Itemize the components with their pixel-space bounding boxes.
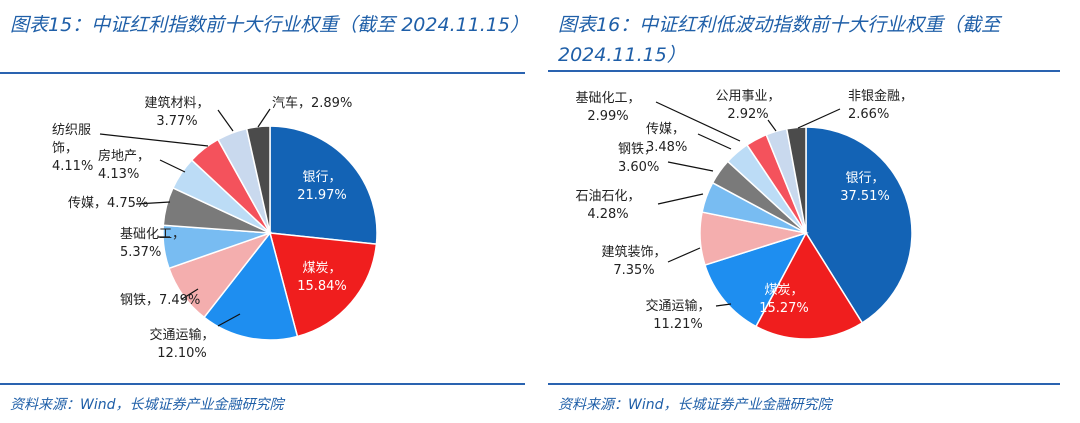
slice-label: 21.97% bbox=[297, 188, 347, 203]
slice-label: 饰， bbox=[52, 141, 78, 156]
slice-label: 4.13% bbox=[98, 167, 139, 182]
pie-slice bbox=[269, 125, 378, 245]
leader-line bbox=[667, 247, 701, 263]
slice-label: 煤炭， bbox=[302, 261, 341, 276]
source-divider bbox=[548, 383, 1060, 385]
slice-label: 建筑材料， bbox=[144, 95, 209, 111]
slice-label: 交通运输， bbox=[149, 327, 214, 343]
chart-title: 图表16：中证红利低波动指数前十大行业权重（截至 2024.11.15） bbox=[558, 14, 1001, 66]
chart-panel-left: 图表15：中证红利指数前十大行业权重（截至 2024.11.15） 银行， 21.… bbox=[0, 0, 530, 423]
leader-line bbox=[217, 109, 234, 132]
leader-line bbox=[657, 193, 704, 205]
slice-label: 12.10% bbox=[157, 346, 207, 361]
slice-label: 4.28% bbox=[587, 207, 628, 222]
leader-line bbox=[715, 303, 732, 307]
leader-line bbox=[667, 161, 714, 172]
source-note: 资料来源：Wind，长城证券产业金融研究院 bbox=[558, 397, 832, 413]
slice-label: 3.60% bbox=[618, 160, 659, 175]
slice-label: 传媒，4.75% bbox=[68, 196, 148, 211]
leader-line bbox=[99, 133, 209, 147]
slice-label: 石油石化， bbox=[575, 189, 640, 204]
chart-panel-right: 图表16：中证红利低波动指数前十大行业权重（截至 2024.11.15） 银行，… bbox=[548, 0, 1068, 423]
pie-chart: 银行， 37.51% 煤炭， 15.27% 交通运输， 11.21% 建筑装饰， 7.35% 石… bbox=[575, 88, 913, 340]
slice-label: 非银金融， bbox=[848, 88, 913, 104]
slice-label: 15.84% bbox=[297, 279, 347, 294]
pie-slice bbox=[805, 126, 913, 324]
pie-slices bbox=[699, 126, 913, 340]
source-divider bbox=[0, 383, 525, 385]
slice-label: 汽车，2.89% bbox=[272, 95, 352, 111]
slice-label: 煤炭， bbox=[764, 283, 803, 298]
slice-label: 37.51% bbox=[840, 189, 890, 204]
pie-labels: 银行， 37.51% 煤炭， 15.27% 交通运输， 11.21% 建筑装饰， 7.35% 石… bbox=[575, 88, 913, 332]
pie-slice bbox=[754, 231, 864, 340]
slice-label: 2.92% bbox=[727, 107, 768, 122]
slice-label: 4.11% bbox=[52, 159, 93, 174]
pie-slice bbox=[203, 231, 299, 341]
slice-label: 传媒， bbox=[646, 122, 685, 137]
leader-line bbox=[135, 201, 171, 205]
title-divider bbox=[548, 70, 1060, 72]
leader-line bbox=[697, 133, 732, 150]
slice-label: 基础化工， bbox=[120, 227, 185, 242]
slice-label: 3.48% bbox=[646, 140, 687, 155]
slice-label: 15.27% bbox=[759, 301, 809, 316]
pie-labels: 银行， 21.97% 煤炭， 15.84% 交通运输， 12.10% 钢铁，7.49% 基础化… bbox=[52, 95, 352, 361]
slice-label: 纺织服 bbox=[52, 123, 91, 138]
slice-label: 2.66% bbox=[848, 107, 889, 122]
leader-line bbox=[797, 108, 841, 129]
slice-label: 基础化工， bbox=[575, 91, 640, 106]
pie-slices bbox=[162, 125, 378, 341]
slice-label: 建筑装饰， bbox=[601, 244, 666, 260]
leader-line bbox=[767, 119, 777, 132]
pie-slice bbox=[268, 232, 378, 338]
pie-chart: 银行， 21.97% 煤炭， 15.84% 交通运输， 12.10% 钢铁，7.49% 基础化… bbox=[52, 95, 378, 361]
leader-line bbox=[181, 288, 199, 300]
leader-line bbox=[257, 108, 271, 128]
slice-label: 钢铁，7.49% bbox=[120, 293, 200, 308]
title-divider bbox=[0, 72, 525, 74]
slice-label: 5.37% bbox=[120, 245, 161, 260]
slice-label: 钢铁， bbox=[618, 142, 657, 157]
slice-label: 房地产， bbox=[98, 148, 150, 164]
slice-label: 2.99% bbox=[587, 109, 628, 124]
slice-label: 7.35% bbox=[613, 263, 654, 278]
slice-label: 交通运输， bbox=[645, 298, 710, 314]
leader-line bbox=[217, 313, 241, 327]
slice-label: 11.21% bbox=[653, 317, 703, 332]
pie-slice bbox=[704, 231, 808, 328]
source-note: 资料来源：Wind，长城证券产业金融研究院 bbox=[10, 397, 284, 413]
slice-label: 3.77% bbox=[156, 114, 197, 129]
leader-line bbox=[159, 159, 186, 173]
slice-label: 银行， bbox=[845, 171, 884, 186]
slice-label: 银行， bbox=[302, 170, 341, 185]
slice-label: 公用事业， bbox=[715, 89, 780, 104]
chart-title: 图表15：中证红利指数前十大行业权重（截至 2024.11.15） bbox=[10, 14, 530, 36]
pie-slice bbox=[785, 126, 807, 234]
leader-line bbox=[655, 101, 741, 142]
